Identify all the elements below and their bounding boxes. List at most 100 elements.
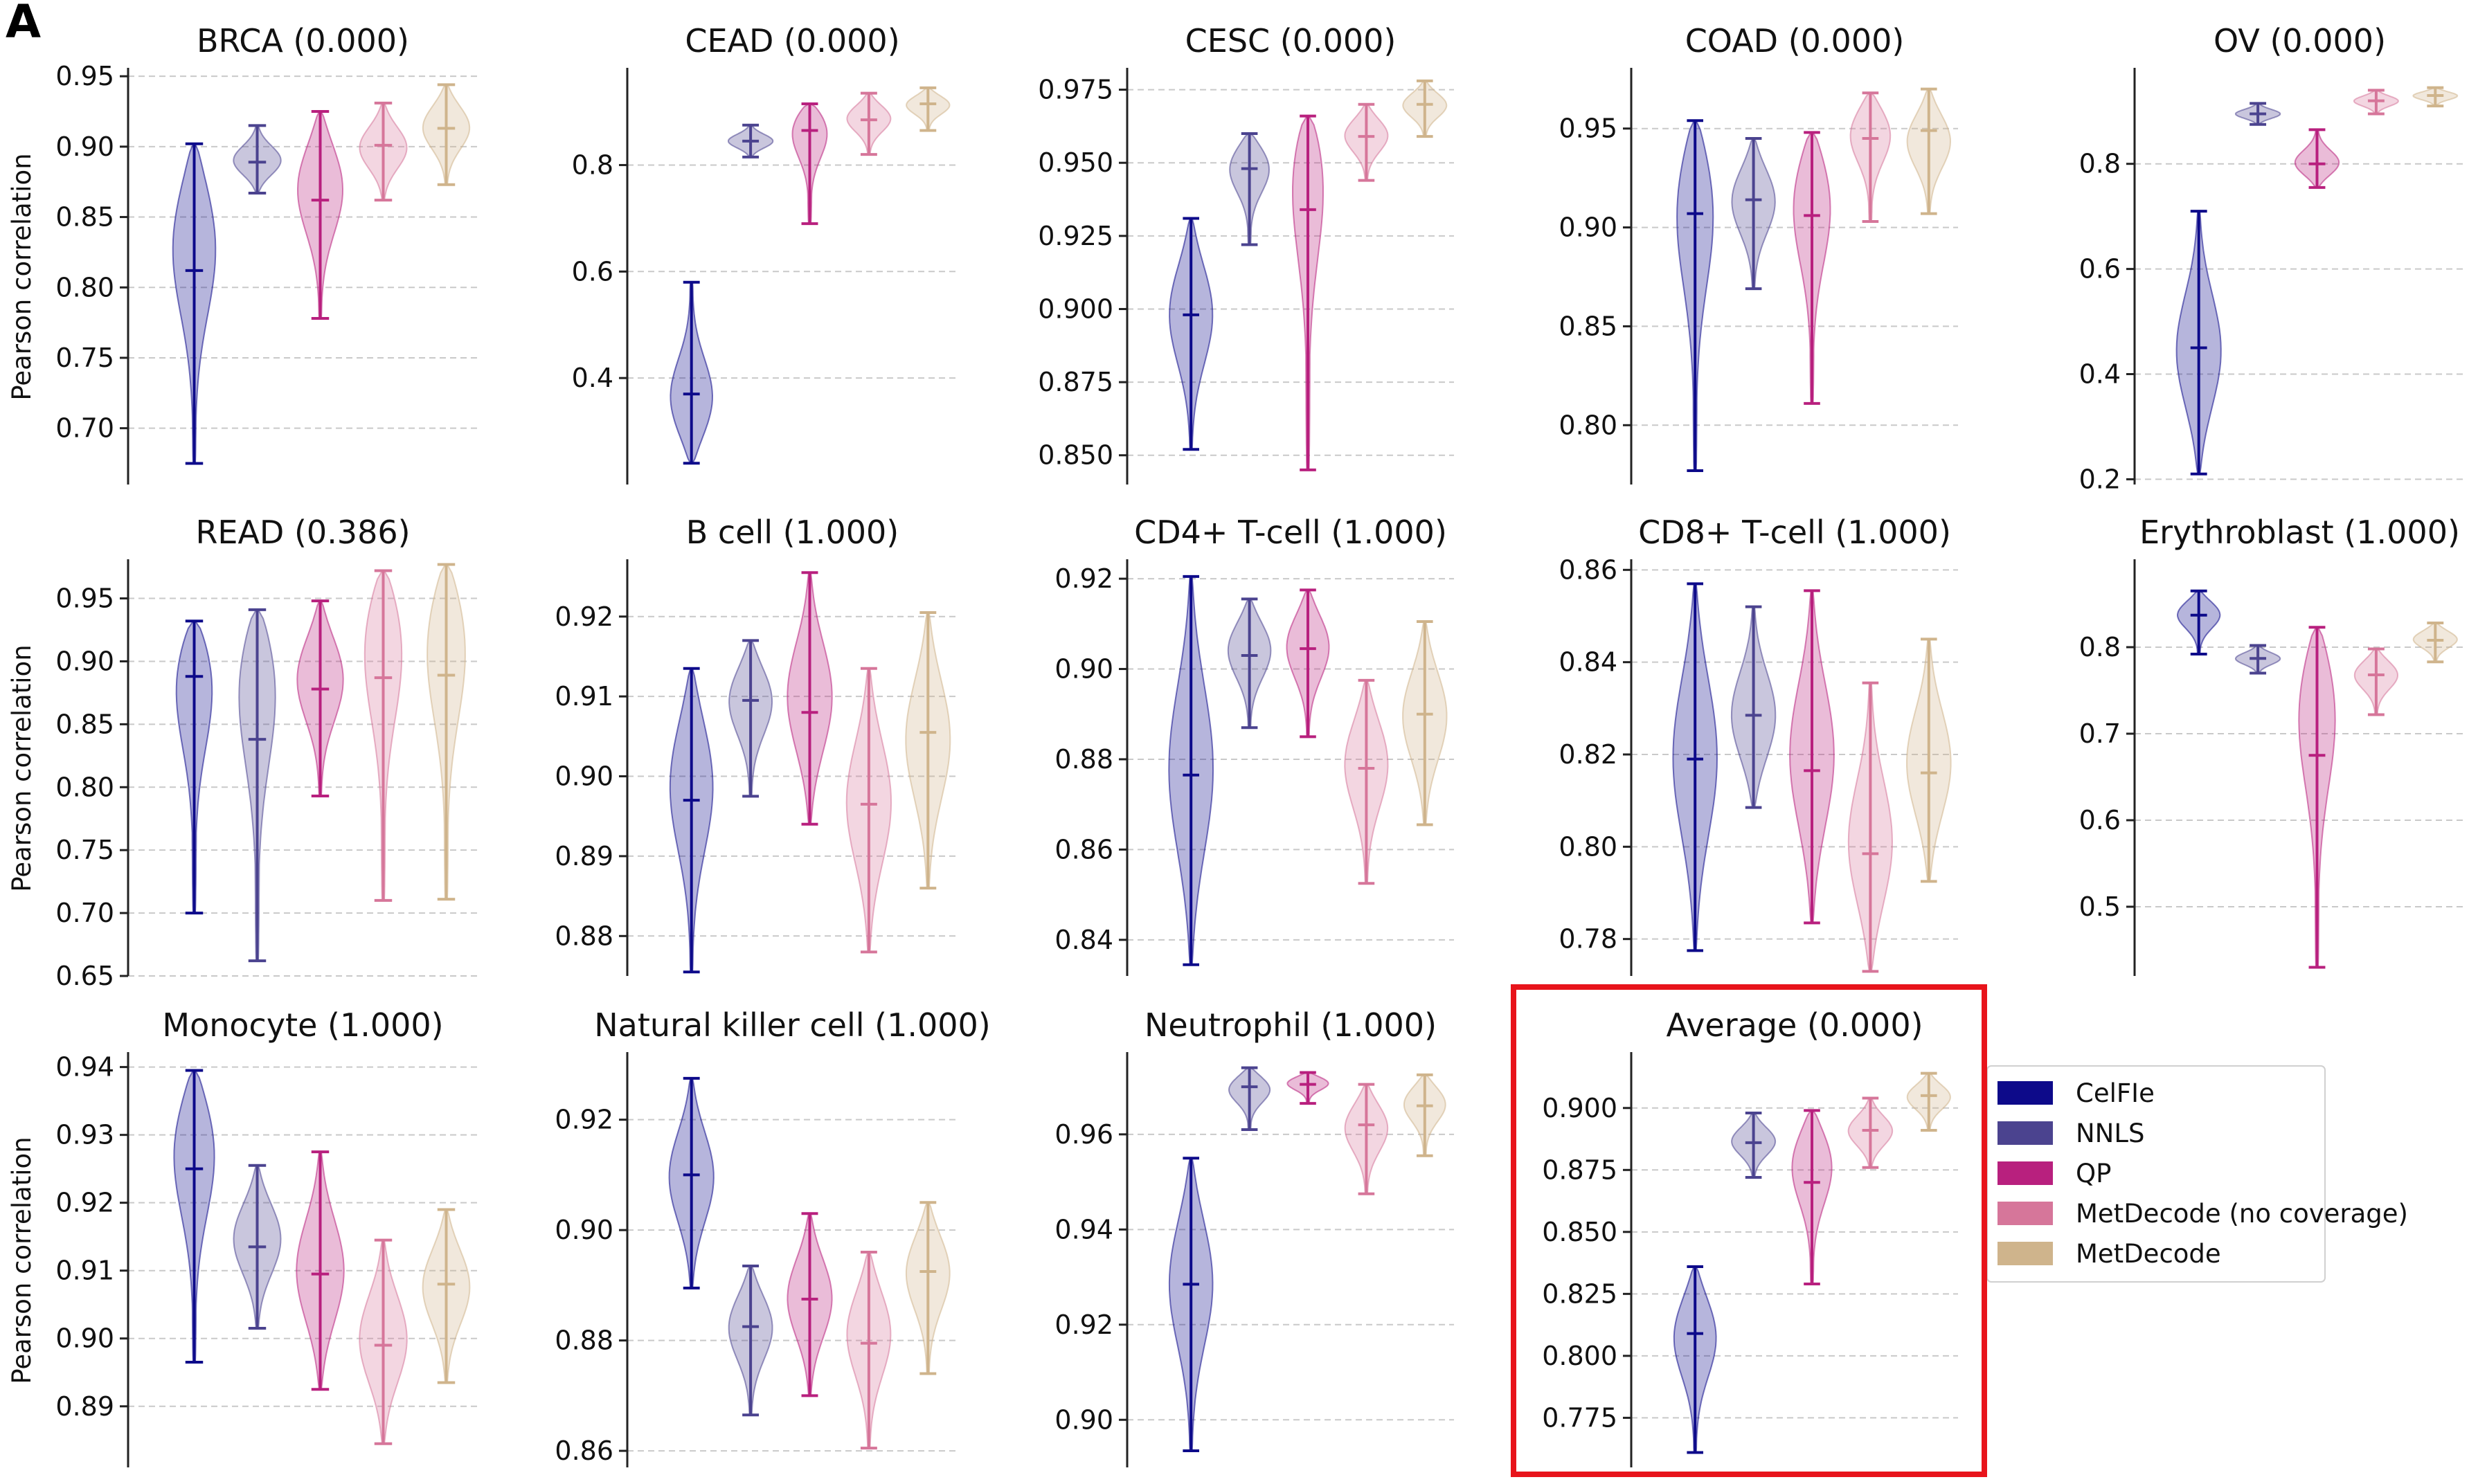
y-tick-label: 0.96 — [1054, 1119, 1113, 1150]
y-tick-label: 0.86 — [555, 1436, 613, 1466]
y-tick-label: 0.6 — [2079, 805, 2121, 835]
chart-title: CESC (0.000) — [1185, 22, 1397, 60]
y-tick-label: 0.70 — [55, 413, 114, 444]
y-tick-label: 0.95 — [55, 583, 114, 614]
chart-title: CEAD (0.000) — [685, 22, 899, 60]
chart-panel-natural-killer-cell-1-000: 0.86 0.88 0.90 0.92 Natural killer cell (1.0… — [555, 1006, 991, 1467]
chart-panel-coad-0-000: 0.80 0.85 0.90 0.95 COAD (0.000) — [1559, 22, 1958, 485]
y-tick-label: 0.900 — [1038, 293, 1113, 324]
y-tick-label: 0.85 — [1559, 311, 1617, 341]
chart-title: CD4+ T-cell (1.000) — [1134, 514, 1447, 551]
legend: CelFIe NNLS QP MetDecode (no coverage) MetDe… — [1986, 1065, 2408, 1283]
legend-swatch-metdecode-no-coverage — [1997, 1202, 2053, 1225]
y-tick-label: 0.84 — [1559, 647, 1617, 678]
chart-title: Average (0.000) — [1666, 1006, 1923, 1044]
legend-label-celfie: CelFIe — [2076, 1078, 2155, 1108]
y-tick-label: 0.65 — [55, 961, 114, 991]
y-tick-label: 0.8 — [2079, 632, 2121, 662]
y-axis-label: Pearson correlation — [7, 1137, 37, 1384]
y-tick-label: 0.5 — [2079, 892, 2121, 922]
y-tick-label: 0.88 — [555, 1325, 613, 1356]
legend-swatch-metdecode — [1997, 1242, 2053, 1265]
y-tick-label: 0.950 — [1038, 147, 1113, 178]
y-tick-label: 0.92 — [555, 601, 613, 632]
chart-title: OV (0.000) — [2214, 22, 2386, 60]
chart-title: CD8+ T-cell (1.000) — [1638, 514, 1951, 551]
y-tick-label: 0.850 — [1038, 440, 1113, 471]
chart-panel-cd4-t-cell-1-000: 0.84 0.86 0.88 0.90 0.92 CD4+ T-cell (1.000) — [1054, 514, 1454, 976]
y-tick-label: 0.89 — [55, 1391, 114, 1422]
y-tick-label: 0.900 — [1542, 1093, 1617, 1123]
chart-title: Erythroblast (1.000) — [2139, 514, 2460, 551]
y-tick-label: 0.90 — [555, 761, 613, 792]
legend-swatch-nnls — [1997, 1121, 2053, 1145]
y-tick-label: 0.7 — [2079, 718, 2121, 749]
y-axis-label: Pearson correlation — [7, 644, 37, 892]
chart-panel-erythroblast-1-000: 0.5 0.6 0.7 0.8 Erythroblast (1.000) — [2079, 514, 2465, 976]
y-tick-label: 0.4 — [2079, 359, 2121, 390]
y-tick-label: 0.92 — [1054, 1310, 1113, 1340]
y-tick-label: 0.85 — [55, 709, 114, 739]
y-tick-label: 0.94 — [55, 1052, 114, 1083]
y-tick-label: 0.80 — [55, 772, 114, 802]
chart-title: COAD (0.000) — [1685, 22, 1905, 60]
chart-panel-cead-0-000: 0.4 0.6 0.8 CEAD (0.000) — [572, 22, 958, 485]
chart-title: BRCA (0.000) — [197, 22, 409, 60]
legend-label-metdecode-no-coverage: MetDecode (no coverage) — [2076, 1199, 2408, 1229]
y-tick-label: 0.92 — [555, 1105, 613, 1135]
y-tick-label: 0.90 — [1559, 212, 1617, 243]
chart-title: READ (0.386) — [195, 514, 410, 551]
y-tick-label: 0.90 — [1054, 654, 1113, 685]
y-tick-label: 0.94 — [1054, 1214, 1113, 1245]
chart-panel-average-0-000: 0.775 0.800 0.825 0.850 0.875 0.900 Average (0… — [1542, 1006, 1958, 1467]
y-tick-label: 0.95 — [1559, 114, 1617, 144]
y-tick-label: 0.89 — [555, 841, 613, 871]
y-tick-label: 0.82 — [1559, 739, 1617, 770]
chart-panel-brca-0-000: 0.70 0.75 0.80 0.85 0.90 0.95 BRCA (0.000) Pear… — [7, 22, 478, 485]
chart-panel-cesc-0-000: 0.850 0.875 0.900 0.925 0.950 0.975 CESC (0.00… — [1038, 22, 1454, 485]
y-tick-label: 0.80 — [1559, 831, 1617, 862]
chart-title: Monocyte (1.000) — [162, 1006, 443, 1044]
y-axis-label: Pearson correlation — [7, 153, 37, 400]
y-tick-label: 0.825 — [1542, 1278, 1617, 1309]
y-tick-label: 0.70 — [55, 898, 114, 928]
y-tick-label: 0.6 — [2079, 254, 2121, 284]
y-tick-label: 0.84 — [1054, 925, 1113, 955]
y-tick-label: 0.86 — [1054, 834, 1113, 865]
chart-panel-read-0-386: 0.65 0.70 0.75 0.80 0.85 0.90 0.95 READ (0.386)… — [7, 514, 478, 991]
y-tick-label: 0.86 — [1559, 554, 1617, 585]
y-tick-label: 0.80 — [55, 272, 114, 302]
panel-label: A — [6, 0, 41, 48]
y-tick-label: 0.850 — [1542, 1217, 1617, 1247]
y-tick-label: 0.95 — [55, 61, 114, 91]
y-tick-label: 0.88 — [555, 921, 613, 951]
y-tick-label: 0.90 — [55, 132, 114, 162]
y-tick-label: 0.925 — [1038, 221, 1113, 251]
y-tick-label: 0.975 — [1038, 75, 1113, 105]
legend-label-nnls: NNLS — [2076, 1119, 2144, 1148]
chart-panel-b-cell-1-000: 0.88 0.89 0.90 0.91 0.92 B cell (1.000) — [555, 514, 958, 976]
y-tick-label: 0.800 — [1542, 1341, 1617, 1371]
y-tick-label: 0.75 — [55, 343, 114, 373]
y-tick-label: 0.8 — [2079, 149, 2121, 179]
legend-swatch-celfie — [1997, 1081, 2053, 1105]
legend-swatch-qp — [1997, 1161, 2053, 1185]
legend-label-qp: QP — [2076, 1159, 2111, 1188]
y-tick-label: 0.85 — [55, 202, 114, 233]
chart-panel-monocyte-1-000: 0.89 0.90 0.91 0.92 0.93 0.94 Monocyte (1.000)… — [7, 1006, 478, 1467]
y-tick-label: 0.91 — [555, 681, 613, 712]
y-tick-label: 0.4 — [572, 363, 613, 393]
legend-label-metdecode: MetDecode — [2076, 1239, 2221, 1269]
chart-panel-cd8-t-cell-1-000: 0.78 0.80 0.82 0.84 0.86 CD8+ T-cell (1.000) — [1559, 514, 1958, 976]
y-tick-label: 0.875 — [1038, 367, 1113, 397]
y-tick-label: 0.92 — [1054, 563, 1113, 594]
y-tick-label: 0.75 — [55, 835, 114, 865]
y-tick-label: 0.92 — [55, 1188, 114, 1218]
chart-title: Natural killer cell (1.000) — [594, 1006, 990, 1044]
panels: 0.70 0.75 0.80 0.85 0.90 0.95 BRCA (0.000) Pear… — [7, 22, 2465, 1467]
y-tick-label: 0.88 — [1054, 744, 1113, 775]
y-tick-label: 0.93 — [55, 1120, 114, 1150]
y-tick-label: 0.78 — [1559, 924, 1617, 954]
y-tick-label: 0.90 — [55, 646, 114, 676]
